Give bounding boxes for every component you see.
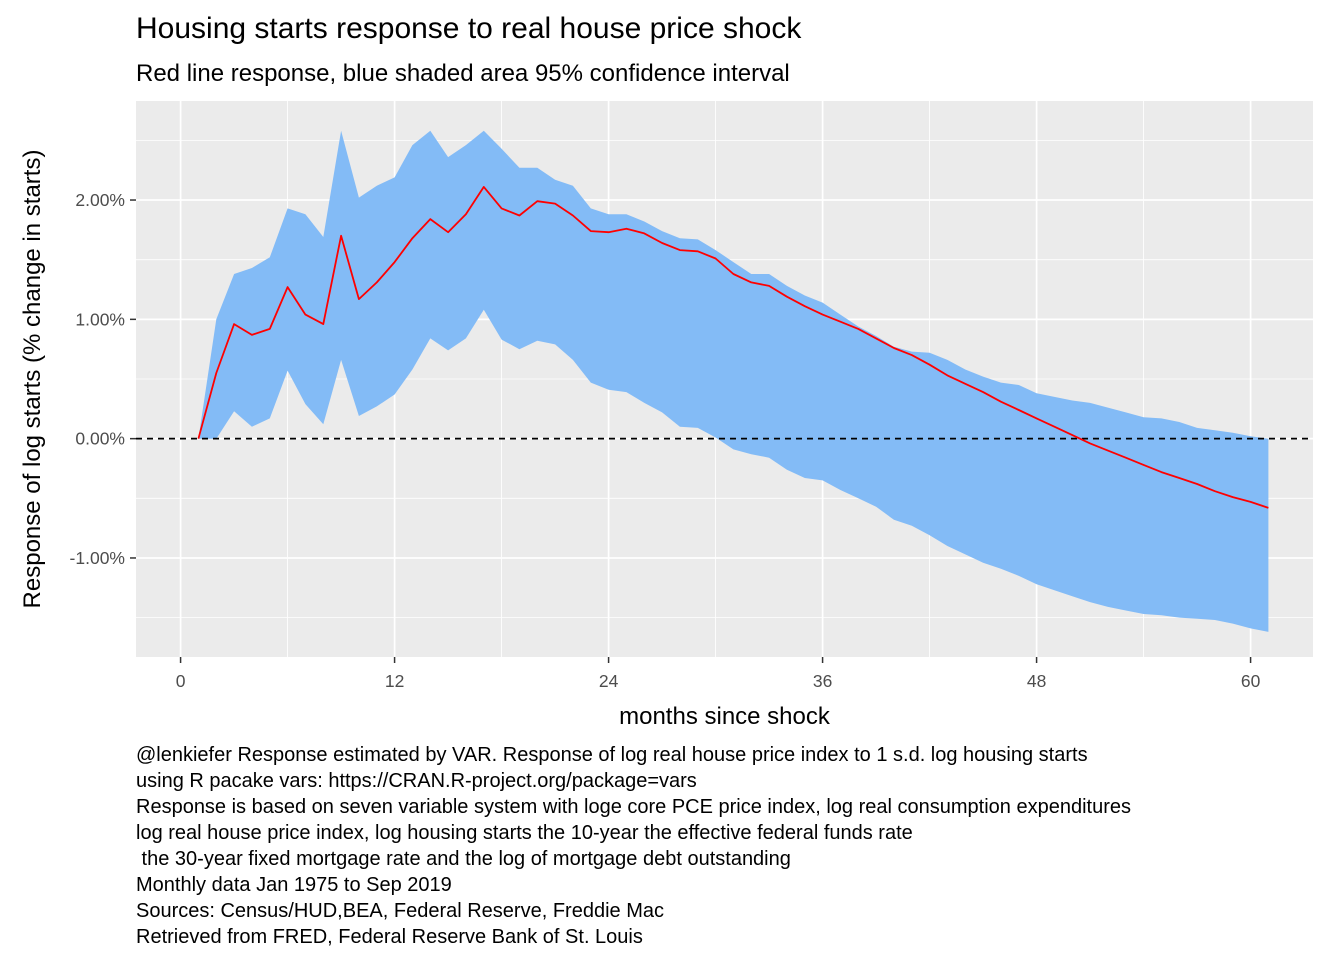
caption-line: @lenkiefer Response estimated by VAR. Re… bbox=[136, 744, 1088, 766]
chart-plot: 0 12 24 36 48 60 -1.00% 0.00% 1.00% 2.00% months s… bbox=[19, 101, 1313, 730]
y-axis-title: Response of log starts (% change in star… bbox=[19, 150, 46, 609]
chart-title: Housing starts response to real house pr… bbox=[136, 12, 802, 45]
x-tick-label: 48 bbox=[1027, 671, 1046, 691]
caption-line: log real house price index, log housing … bbox=[136, 822, 913, 844]
caption-line: Sources: Census/HUD,BEA, Federal Reserve… bbox=[136, 900, 664, 922]
caption-line: Monthly data Jan 1975 to Sep 2019 bbox=[136, 874, 452, 896]
caption-line: using R pacake vars: https://CRAN.R-proj… bbox=[136, 770, 697, 792]
chart-caption: @lenkiefer Response estimated by VAR. Re… bbox=[136, 742, 1131, 950]
y-tick-label: -1.00% bbox=[70, 548, 125, 568]
y-tick-label: 2.00% bbox=[75, 190, 125, 210]
caption-line: Response is based on seven variable syst… bbox=[136, 796, 1131, 818]
y-tick-label: 0.00% bbox=[75, 429, 125, 449]
y-tick-label: 1.00% bbox=[75, 309, 125, 329]
chart-subtitle: Red line response, blue shaded area 95% … bbox=[136, 60, 790, 87]
x-tick-label: 12 bbox=[385, 671, 404, 691]
x-axis-title: months since shock bbox=[619, 703, 831, 730]
x-tick-label: 36 bbox=[813, 671, 832, 691]
confidence-band bbox=[198, 130, 1269, 632]
caption-line: Retrieved from FRED, Federal Reserve Ban… bbox=[136, 926, 643, 948]
x-tick-label: 24 bbox=[599, 671, 619, 691]
x-tick-label: 60 bbox=[1241, 671, 1261, 691]
response-line bbox=[197, 185, 1269, 509]
caption-line: the 30-year fixed mortgage rate and the … bbox=[136, 848, 791, 870]
x-tick-label: 0 bbox=[176, 671, 186, 691]
